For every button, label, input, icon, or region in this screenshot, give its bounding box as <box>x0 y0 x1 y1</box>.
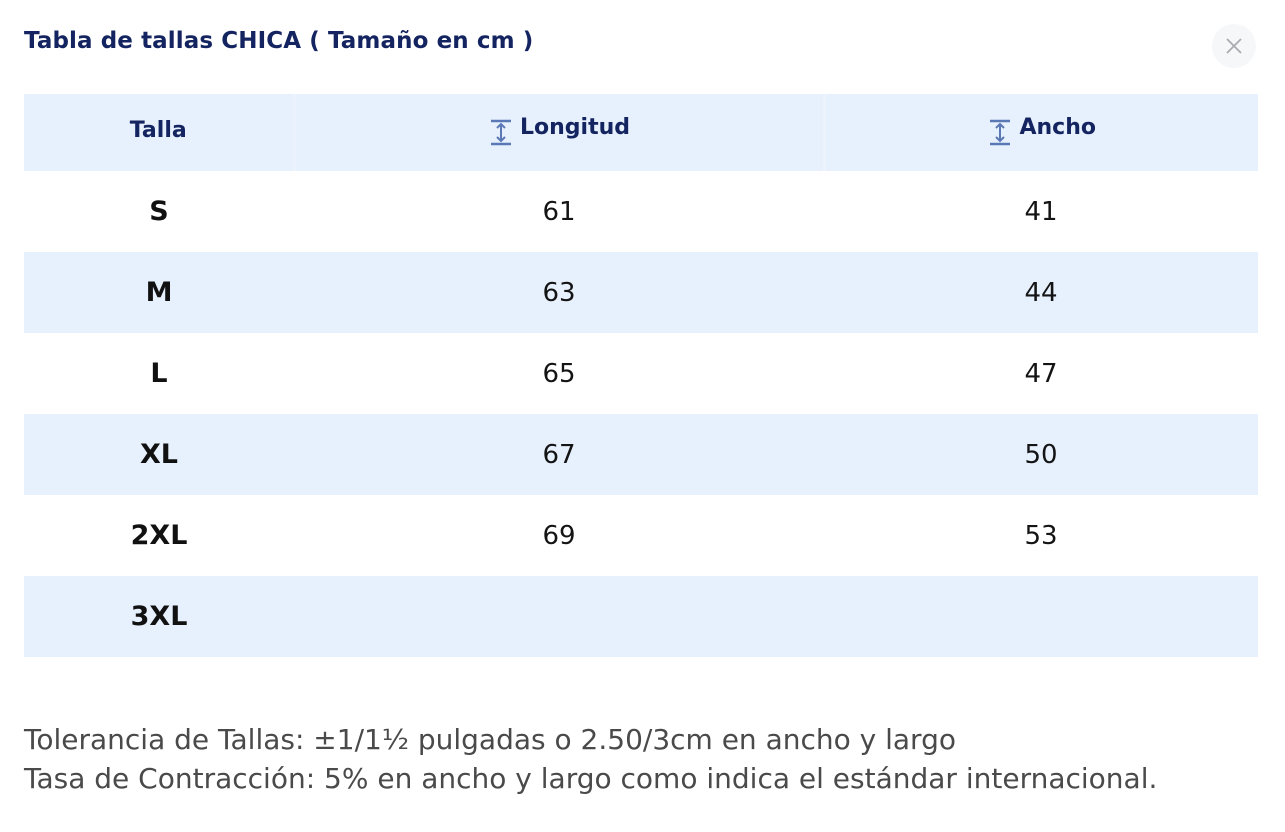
size-cell: L <box>150 358 168 389</box>
size-cell: 3XL <box>24 576 294 657</box>
length-cell <box>294 576 824 657</box>
table-row: S 61 41 <box>24 171 1258 252</box>
shrinkage-note: Tasa de Contracción: 5% en ancho y largo… <box>24 762 1158 795</box>
header-size: Talla <box>24 94 296 171</box>
length-cell: 61 <box>542 196 576 227</box>
width-cell: 44 <box>824 252 1258 333</box>
size-cell: S <box>149 196 169 227</box>
table-row: XL 67 50 <box>24 414 1258 495</box>
length-cell: 69 <box>542 520 576 551</box>
width-cell: 47 <box>1024 358 1058 389</box>
size-cell: 2XL <box>130 520 188 551</box>
size-cell: M <box>24 252 294 333</box>
header-size-label: Talla <box>129 118 187 143</box>
size-table: Talla Longitud <box>24 94 1258 657</box>
width-cell <box>824 576 1258 657</box>
table-row: 3XL <box>24 576 1258 657</box>
table-row: L 65 47 <box>24 333 1258 414</box>
close-button[interactable] <box>1212 24 1256 68</box>
tolerance-note: Tolerancia de Tallas: ±1/1½ pulgadas o 2… <box>24 723 956 756</box>
size-cell: XL <box>24 414 294 495</box>
length-cell: 67 <box>294 414 824 495</box>
header-length-label: Longitud <box>519 115 630 140</box>
header-width-label: Ancho <box>1019 115 1096 140</box>
width-cell: 53 <box>1024 520 1058 551</box>
vertical-measure-icon <box>490 119 511 145</box>
vertical-measure-icon <box>990 119 1011 145</box>
table-row: M 63 44 <box>24 252 1258 333</box>
length-cell: 63 <box>294 252 824 333</box>
size-notes: Tolerancia de Tallas: ±1/1½ pulgadas o 2… <box>24 720 1157 798</box>
width-cell: 41 <box>1024 196 1058 227</box>
length-cell: 65 <box>542 358 576 389</box>
width-cell: 50 <box>824 414 1258 495</box>
header-width: Ancho <box>824 94 1258 171</box>
dialog-title: Tabla de tallas CHICA ( Tamaño en cm ) <box>24 28 534 54</box>
header-length: Longitud <box>294 94 826 171</box>
close-icon <box>1226 38 1242 54</box>
table-row: 2XL 69 53 <box>24 495 1258 576</box>
table-header-row: Talla Longitud <box>24 94 1258 171</box>
